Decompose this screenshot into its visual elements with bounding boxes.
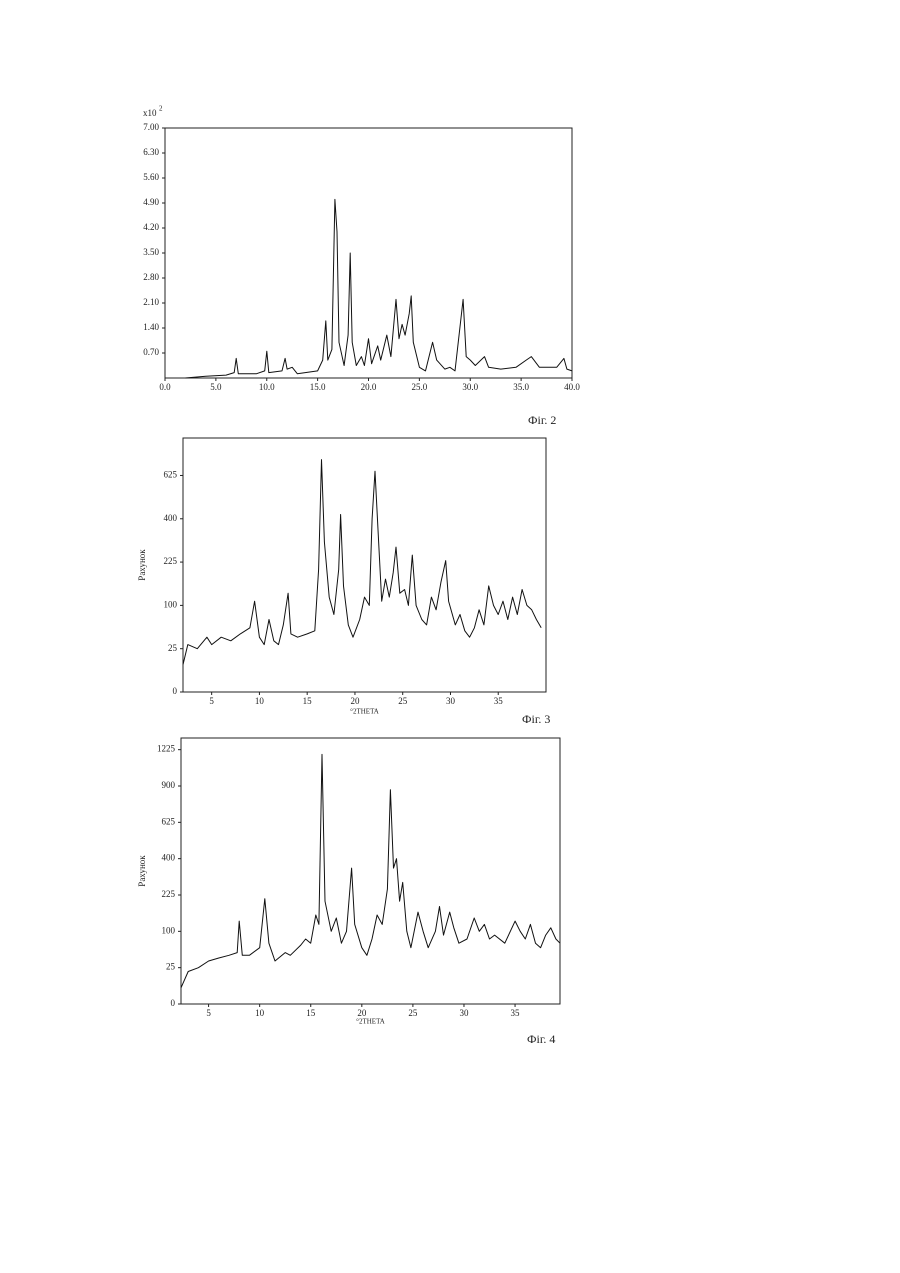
y-tick-label: 100 [162, 925, 176, 935]
y-tick-label: 3.50 [143, 247, 159, 257]
x-tick-label: 15 [303, 696, 313, 706]
x-tick-label: 25 [398, 696, 408, 706]
x-tick-label: 20 [357, 1008, 367, 1018]
x-tick-label: 15.0 [310, 382, 326, 392]
plot-frame [183, 438, 546, 692]
y-tick-label: 0 [173, 686, 178, 696]
x-tick-label: 30 [459, 1008, 469, 1018]
y-tick-label: 100 [164, 599, 178, 609]
y-tick-label: 5.60 [143, 172, 159, 182]
y-tick-label: 225 [162, 889, 176, 899]
x-tick-label: 0.0 [159, 382, 171, 392]
y-tick-label: 225 [164, 556, 178, 566]
y-multiplier-exponent: 2 [159, 105, 163, 113]
y-tick-label: 7.00 [143, 122, 159, 132]
x-tick-label: 30.0 [462, 382, 478, 392]
x-tick-label: 40.0 [564, 382, 580, 392]
x-tick-label: 30 [446, 696, 456, 706]
y-tick-label: 400 [164, 513, 178, 523]
x-tick-label: 5.0 [210, 382, 222, 392]
plot-frame [181, 738, 560, 1004]
x-tick-label: 25.0 [412, 382, 428, 392]
page: {"chart_data": [ {"type": "line", "capti… [0, 0, 900, 1273]
figure-caption: Фіг. 2 [528, 413, 556, 427]
document-page: 0.0 5.0 10.0 15.0 20.0 25.0 30.0 35.0 40.0 0.70 1.… [0, 0, 900, 1273]
y-tick-label: 0.70 [143, 347, 159, 357]
diffraction-trace [185, 199, 572, 378]
x-tick-label: 20.0 [361, 382, 377, 392]
y-tick-label: 1225 [157, 744, 176, 754]
y-tick-label: 625 [162, 816, 176, 826]
x-axis-label: °2THETA [356, 1018, 385, 1026]
x-tick-label: 10 [255, 696, 265, 706]
y-tick-label: 1.40 [143, 322, 159, 332]
y-axis-label: Рахунок [137, 549, 147, 581]
y-tick-label: 2.10 [143, 297, 159, 307]
y-axis-label: Рахунок [137, 855, 147, 887]
y-tick-label: 25 [168, 643, 178, 653]
x-tick-label: 35 [511, 1008, 521, 1018]
y-tick-label: 6.30 [143, 147, 159, 157]
y-tick-label: 625 [164, 470, 178, 480]
y-tick-label: 0 [171, 998, 176, 1008]
x-tick-label: 5 [206, 1008, 211, 1018]
x-tick-label: 10.0 [259, 382, 275, 392]
y-multiplier: x10 [143, 108, 157, 118]
x-tick-label: 35.0 [513, 382, 529, 392]
x-tick-label: 20 [350, 696, 360, 706]
x-tick-label: 35 [494, 696, 504, 706]
x-tick-label: 25 [408, 1008, 418, 1018]
x-tick-label: 15 [306, 1008, 316, 1018]
figure-caption: Фіг. 3 [522, 712, 550, 726]
y-tick-label: 25 [166, 962, 176, 972]
x-tick-label: 5 [209, 696, 214, 706]
diffraction-trace [181, 754, 560, 987]
y-tick-label: 2.80 [143, 272, 159, 282]
figure-caption: Фіг. 4 [527, 1032, 555, 1046]
y-tick-label: 4.20 [143, 222, 159, 232]
y-tick-label: 400 [162, 853, 176, 863]
diffraction-trace [183, 460, 541, 665]
y-tick-label: 4.90 [143, 197, 159, 207]
x-axis-label: °2THETA [350, 708, 379, 716]
y-tick-label: 900 [162, 780, 176, 790]
x-tick-label: 10 [255, 1008, 265, 1018]
